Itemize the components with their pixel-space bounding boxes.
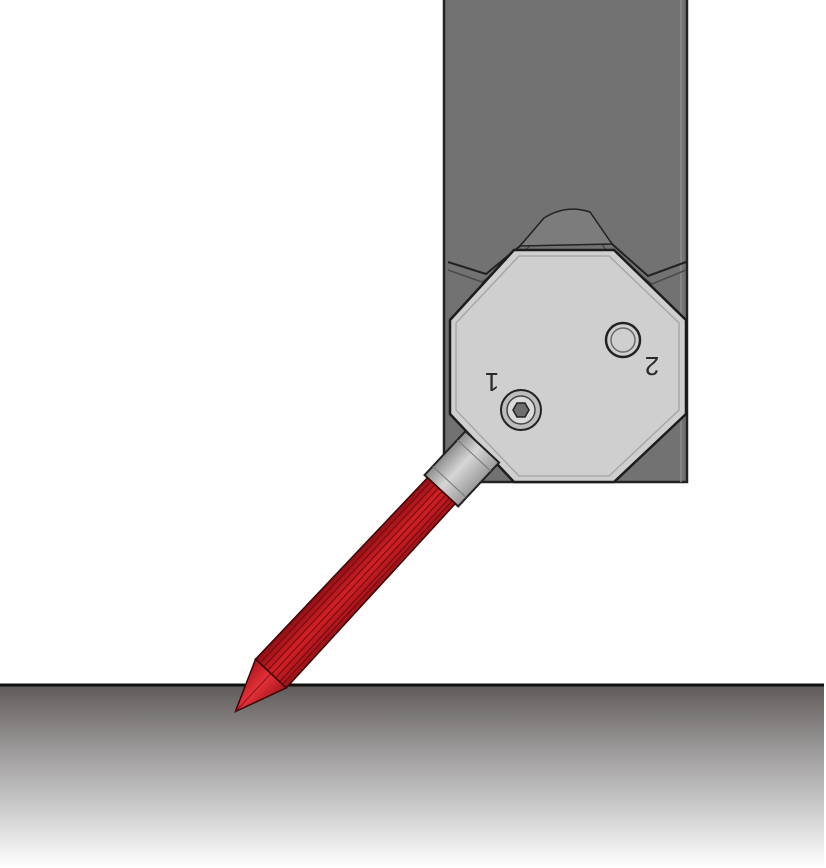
svg-text:2: 2 <box>645 351 659 381</box>
svg-text:1: 1 <box>485 367 499 397</box>
work-surface <box>0 683 824 868</box>
marking-position-2: 2 <box>645 351 659 381</box>
red-stylus-body <box>254 476 457 689</box>
ring-indicator-icon <box>604 321 642 359</box>
stylus-tip <box>234 657 288 714</box>
stylus-assembly <box>234 429 501 714</box>
marking-position-1: 1 <box>485 367 499 397</box>
hex-socket-screw-icon <box>500 389 542 431</box>
